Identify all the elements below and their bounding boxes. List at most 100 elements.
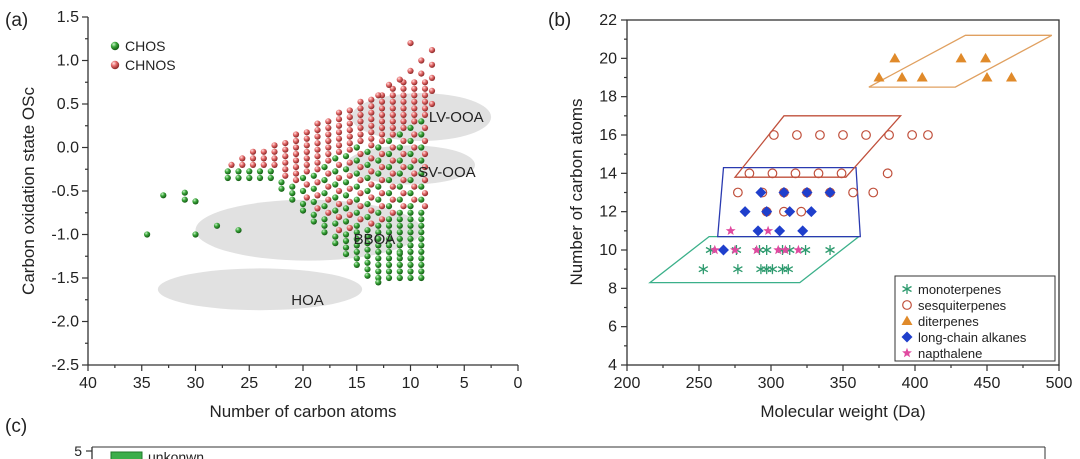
chnos-point xyxy=(378,150,386,158)
chnos-point xyxy=(411,157,418,164)
y-tick-label: 14 xyxy=(599,165,617,182)
diamond-marker xyxy=(805,206,817,218)
chnos-point xyxy=(314,166,321,173)
chos-point xyxy=(235,168,242,175)
chos-point xyxy=(407,274,414,282)
chos-point xyxy=(418,183,425,190)
circle-marker xyxy=(848,187,858,198)
legend-monoterpenes-label: monoterpenes xyxy=(918,282,1002,297)
chnos-point xyxy=(303,129,310,136)
chnos-point xyxy=(303,155,310,162)
chnos-point xyxy=(325,137,332,145)
y-tick-label: 16 xyxy=(599,127,617,144)
chos-point xyxy=(364,259,371,266)
panel-a: (a) LV-OOA SV-OOA BBOA HOA 40 35 30 25 20 15 10 5 0… xyxy=(5,9,523,421)
chnos-point xyxy=(421,177,429,184)
chnos-point xyxy=(378,124,386,131)
chos-point xyxy=(364,174,371,182)
chnos-point xyxy=(400,190,407,197)
chos-point xyxy=(353,144,360,151)
diamond-marker xyxy=(752,225,764,237)
chos-point xyxy=(342,192,350,199)
chnos-point xyxy=(303,168,310,175)
triangle-marker xyxy=(889,52,901,63)
chos-point xyxy=(192,231,199,238)
diamond-marker xyxy=(901,331,913,343)
panel-b-points xyxy=(698,52,1017,275)
legend-chnos-marker xyxy=(110,60,120,70)
x-tick-label: 10 xyxy=(402,375,420,392)
chos-point xyxy=(407,229,414,236)
chnos-point xyxy=(418,70,425,77)
chos-point xyxy=(407,203,414,210)
panel-c-ytick-top: 5 xyxy=(74,443,82,459)
chnos-point xyxy=(271,161,278,168)
y-tick-label: 18 xyxy=(599,89,617,106)
chos-point xyxy=(418,255,425,262)
chnos-point xyxy=(411,170,418,177)
chos-point xyxy=(342,231,350,238)
chos-point xyxy=(418,170,425,177)
chnos-point xyxy=(389,111,396,118)
y-tick-label: -2.5 xyxy=(51,357,79,374)
chos-point xyxy=(299,174,307,182)
chnos-point xyxy=(314,146,321,153)
legend-chos-label: CHOS xyxy=(125,38,165,54)
asterisk-stroke xyxy=(825,246,835,254)
chnos-point xyxy=(378,190,386,197)
panel-b: (b) 200 250 300 350 400 450 500468101214161820… xyxy=(548,10,1072,421)
chos-point xyxy=(375,196,382,203)
triangle-marker xyxy=(896,72,908,82)
chnos-point xyxy=(368,220,375,227)
chnos-point xyxy=(385,81,393,88)
chnos-point xyxy=(335,174,343,182)
diamond-marker xyxy=(761,206,773,218)
chos-point xyxy=(299,187,307,195)
chnos-point xyxy=(292,137,300,145)
chos-point xyxy=(342,166,350,173)
chnos-point xyxy=(368,96,375,103)
chnos-point xyxy=(389,196,396,203)
chnos-point xyxy=(400,137,407,145)
y-tick-label: 22 xyxy=(599,12,617,29)
chnos-point xyxy=(389,209,396,216)
chnos-point xyxy=(357,111,364,118)
chos-point xyxy=(181,196,188,203)
chos-point xyxy=(396,170,403,177)
star-marker xyxy=(763,225,774,235)
chnos-point xyxy=(303,194,310,201)
y-tick-label: 0.5 xyxy=(57,96,79,113)
chnos-point xyxy=(282,146,289,153)
diamond-marker xyxy=(774,225,786,237)
triangle-marker xyxy=(901,315,913,325)
x-tick-label: 15 xyxy=(348,375,366,392)
chos-point xyxy=(332,240,339,247)
chos-point xyxy=(407,261,414,268)
chos-point xyxy=(418,242,425,249)
chos-point xyxy=(396,250,403,257)
chos-point xyxy=(418,157,425,164)
diamond-marker xyxy=(784,206,796,218)
chos-point xyxy=(342,179,350,186)
chnos-point xyxy=(325,118,332,125)
chos-point xyxy=(213,222,221,229)
chnos-point xyxy=(400,203,407,210)
chos-point xyxy=(364,161,371,168)
diamond-marker xyxy=(797,225,809,237)
chnos-point xyxy=(346,172,353,179)
region-label: BBOA xyxy=(354,231,396,248)
chnos-point xyxy=(357,190,364,197)
chos-point xyxy=(385,216,393,223)
y-tick-label: 0.0 xyxy=(57,140,79,157)
chos-point xyxy=(407,268,414,275)
chnos-point xyxy=(282,140,289,147)
chnos-point xyxy=(368,168,375,175)
panel-b-legend-items: monoterpenessesquiterpenesditerpeneslong… xyxy=(901,282,1027,361)
chnos-point xyxy=(303,148,310,155)
panel-a-ticks: 40 35 30 25 20 15 10 5 0 1.5 1.0 0.5 0.0 -0.5 -1.0 -1.5… xyxy=(51,9,522,392)
asterisk-marker xyxy=(761,245,772,255)
group-parallelogram xyxy=(648,235,861,284)
chos-point xyxy=(407,209,414,216)
chnos-point xyxy=(368,116,375,123)
chos-point xyxy=(407,235,414,242)
